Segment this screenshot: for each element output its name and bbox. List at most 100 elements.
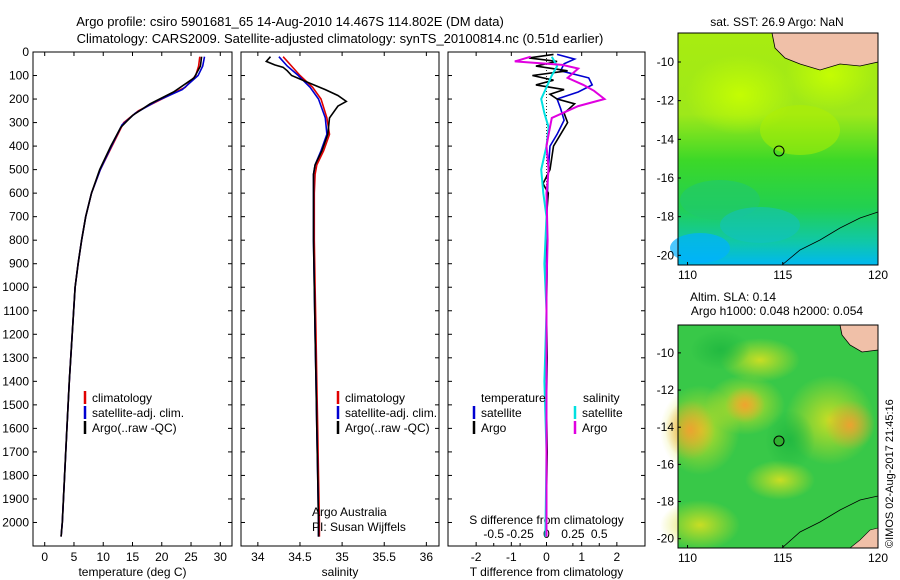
legend-label-s-argo: Argo [582,421,608,435]
sla-map-title-line2: Argo h1000: 0.048 h2000: 0.054 [691,304,863,318]
sst-map-frame [677,32,879,266]
salinity-xtick-label: 34 [251,550,265,564]
sst-patch [720,207,800,243]
map-xtick-label: 115 [773,551,792,565]
depth-tick-label: 1800 [2,468,29,482]
salinity-series-line [264,56,348,537]
depth-tick-label: 1200 [2,327,29,341]
sst-patch [670,233,730,263]
depth-tick-label: 300 [9,116,29,130]
temperature-xlabel: temperature (deg C) [78,565,186,579]
depth-tick-label: 800 [9,233,29,247]
sla-patch [825,400,875,450]
sla-map-axes: 110 115 120 -10 -12 -14 -16 -18 -20 [657,346,889,565]
depth-tick-label: 100 [9,69,29,83]
depth-tick-label: 400 [9,139,29,153]
temperature-xtick-label: 25 [184,550,198,564]
temperature-xtick-label: 20 [155,550,169,564]
legend-label-t-argo: Argo [481,421,507,435]
legend-label-climatology: climatology [345,391,405,405]
salinity-annotation: Argo Australia PI: Susan Wijffels [312,505,406,534]
map-ytick-label: -18 [657,495,675,509]
legend-label-satellite: satellite-adj. clim. [92,406,184,420]
difference-stick-label: 0.25 [561,527,585,541]
difference-xlabel: T difference from climatology [470,565,624,579]
legend-title-temperature: temperature [481,391,546,405]
sla-argo-marker [773,435,785,447]
difference-xtick-label: -2 [471,550,482,564]
map-ytick-label: -14 [657,132,675,146]
sst-argo-marker [773,145,785,157]
salinity-series-line [282,56,331,537]
sla-patch [660,500,740,550]
depth-tick-label: 900 [9,257,29,271]
temperature-legend: climatology satellite-adj. clim. Argo(..… [83,391,184,435]
map-ytick-label: -16 [657,457,675,471]
salinity-frame [240,51,440,547]
depth-tick-label: 0 [22,45,29,59]
salinity-legend: climatology satellite-adj. clim. Argo(..… [336,391,437,435]
map-xtick-label: 120 [868,551,888,565]
salinity-xtick-label: 34.5 [288,550,312,564]
temperature-xtick-label: 0 [41,550,48,564]
sst-patch [685,55,795,135]
map-ytick-label: -10 [657,55,675,69]
temperature-xtick-label: 5 [71,550,78,564]
difference-xtick-label: 0 [543,550,550,564]
depth-tick-label: 1900 [2,492,29,506]
map-ytick-label: -18 [657,210,675,224]
difference-xtick-label: 2 [614,550,621,564]
imos-watermark: ©IMOS 02-Aug-2017 21:45:16 [884,399,896,548]
temperature-xtick-label: 15 [126,550,140,564]
map-ytick-label: -14 [657,420,675,434]
difference-series-line [514,55,607,537]
sst-map: sat. SST: 26.9 Argo: NaN 110 115 120 -10 -12… [657,15,889,282]
map-ytick-label: -16 [657,171,675,185]
difference-series-line [540,56,559,537]
legend-label-t-satellite: satellite [481,406,522,420]
sla-map-frame [677,324,879,549]
salinity-xtick-label: 35 [335,550,349,564]
depth-tick-label: 1600 [2,421,29,435]
sla-coastline [781,495,879,549]
annotation-pi: PI: Susan Wijffels [312,520,406,534]
map-xtick-label: 110 [678,268,697,282]
legend-label-argo: Argo(..raw -QC) [345,421,430,435]
difference-stick-label: -0.25 [506,527,534,541]
sla-patch [690,330,750,370]
sla-patch [725,387,765,423]
depth-tick-label: 600 [9,186,29,200]
temperature-series-line [60,56,203,537]
depth-tick-label: 500 [9,163,29,177]
difference-panel: -2 -1 0 1 2-0.5 -0.25 0 0.25 0.5S difference fro… [447,51,646,579]
sla-map-title-line1: Altim. SLA: 0.14 [690,290,776,304]
temperature-xtick-label: 30 [214,550,228,564]
sla-patch [765,410,815,470]
title-line2: Climatology: CARS2009. Satellite-adjuste… [77,31,604,46]
difference-legend: temperature salinity satellite Argo sate… [472,391,623,435]
map-ytick-label: -12 [657,383,675,397]
depth-tick-label: 1000 [2,280,29,294]
depth-tick-label: 1700 [2,445,29,459]
salinity-xlabel: salinity [322,565,359,579]
salinity-xtick-label: 35.5 [373,550,397,564]
legend-label-s-satellite: satellite [582,406,623,420]
map-xtick-label: 110 [678,551,697,565]
legend-label-argo: Argo(..raw -QC) [92,421,177,435]
map-ytick-label: -12 [657,94,675,108]
map-xtick-label: 120 [868,268,888,282]
map-ytick-label: -20 [657,248,675,262]
temperature-xtick-label: 10 [97,550,111,564]
salinity-xtick-label: 36 [420,550,434,564]
annotation-argo-australia: Argo Australia [312,505,387,519]
sla-map: Altim. SLA: 0.14 Argo h1000: 0.048 h2000… [657,290,889,565]
legend-label-satellite: satellite-adj. clim. [345,406,437,420]
depth-tick-label: 700 [9,210,29,224]
temperature-panel: 0 5 10 15 20 25 300100200300400500600700800900… [2,45,233,579]
map-ytick-label: -10 [657,346,675,360]
difference-xtick-label: 1 [578,550,585,564]
depth-tick-label: 1100 [3,304,29,318]
depth-tick-label: 1300 [2,351,29,365]
depth-tick-label: 200 [9,92,29,106]
